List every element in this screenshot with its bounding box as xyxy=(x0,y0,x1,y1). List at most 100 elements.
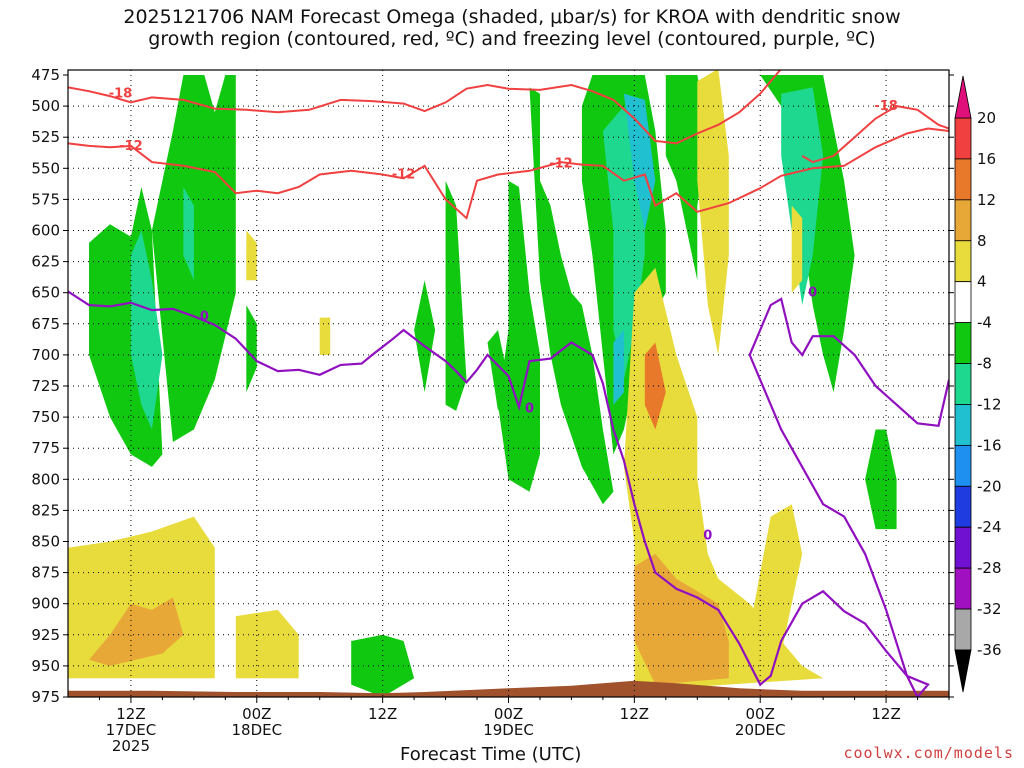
colorbar-label-9: -20 xyxy=(977,477,1002,495)
omega-region-24 xyxy=(644,342,666,430)
freezing-label-3: 0 xyxy=(808,286,817,301)
colorbar-top-arrow xyxy=(954,75,972,119)
omega-region-17 xyxy=(781,87,824,306)
y-tick-label-625: 625 xyxy=(31,253,60,271)
terrain-fill xyxy=(68,680,949,697)
y-tick-label-500: 500 xyxy=(31,97,60,115)
colorbar-bin-7 xyxy=(954,404,972,446)
colorbar-label-8: -16 xyxy=(977,436,1002,454)
y-tick-label-900: 900 xyxy=(31,595,60,613)
omega-region-9 xyxy=(529,87,614,505)
x-tick-label-60-0: 12Z xyxy=(620,705,649,723)
freezing-label-0: 0 xyxy=(200,309,209,324)
omega-shading-layer xyxy=(68,70,897,697)
y-tick-label-725: 725 xyxy=(31,377,60,395)
colorbar-bin-9 xyxy=(954,485,972,528)
colorbar-bin-2 xyxy=(954,199,972,242)
freezing-label-1: 0 xyxy=(525,401,534,416)
y-tick-label-575: 575 xyxy=(31,190,60,208)
title-line-1: 2025121706 NAM Forecast Omega (shaded, μ… xyxy=(123,6,901,28)
x-tick-label-84-0: 12Z xyxy=(871,705,900,723)
omega-region-4 xyxy=(246,305,257,393)
x-tick-label-48-0: 00Z xyxy=(494,705,523,723)
colorbar-label-6: -8 xyxy=(977,355,992,373)
x-tick-label-48-1: 19DEC xyxy=(483,721,534,739)
omega-region-6 xyxy=(445,180,467,411)
omega-region-29 xyxy=(319,317,331,355)
omega-region-25 xyxy=(697,70,729,355)
colorbar-label-11: -28 xyxy=(977,559,1002,577)
colorbar-label-12: -32 xyxy=(977,600,1002,618)
terrain-layer xyxy=(68,680,949,697)
colorbar-label-4: 4 xyxy=(977,273,987,291)
colorbar-label-0: 20 xyxy=(977,109,996,127)
x-tick-label-36-0: 12Z xyxy=(368,705,397,723)
colorbar-label-5: -4 xyxy=(977,314,992,332)
colorbar: 20 16 12 8 4 -4 -8 -12 -16 -20 -24 -28 -32 -36 xyxy=(954,75,1002,693)
y-tick-label-825: 825 xyxy=(31,501,60,519)
omega-region-21 xyxy=(235,609,299,679)
colorbar-label-2: 12 xyxy=(977,191,996,209)
dgz-label-0: -18 xyxy=(109,87,133,102)
omega-region-28 xyxy=(246,230,257,281)
dgz-label-1: -18 xyxy=(874,99,898,114)
dgz-contour-0 xyxy=(68,70,782,145)
colorbar-bin-4 xyxy=(954,281,972,324)
y-tick-label-800: 800 xyxy=(31,470,60,488)
y-tick-label-700: 700 xyxy=(31,346,60,364)
colorbar-bin-3 xyxy=(954,240,972,283)
x-tick-label-24-0: 00Z xyxy=(242,705,271,723)
omega-region-14 xyxy=(613,330,624,405)
colorbar-label-3: 8 xyxy=(977,232,987,250)
chart-title: 2025121706 NAM Forecast Omega (shaded, μ… xyxy=(0,6,1024,50)
y-tick-label-650: 650 xyxy=(31,284,60,302)
x-tick-label-12-1: 17DEC xyxy=(106,721,157,739)
colorbar-label-7: -12 xyxy=(977,395,1002,413)
colorbar-bin-10 xyxy=(954,526,972,569)
dgz-extra-label-1: -12 xyxy=(549,156,573,171)
omega-region-16 xyxy=(865,429,897,530)
credit-text: coolwx.com/models xyxy=(843,744,1014,762)
omega-region-8 xyxy=(498,180,540,492)
colorbar-bin-5 xyxy=(954,322,972,364)
freezing-label-2: 0 xyxy=(703,528,712,543)
x-tick-label-72-1: 20DEC xyxy=(735,721,786,739)
omega-region-23 xyxy=(634,553,729,685)
x-tick-label-24-1: 18DEC xyxy=(231,721,282,739)
y-tick-label-600: 600 xyxy=(31,222,60,240)
colorbar-label-1: 16 xyxy=(977,150,996,168)
omega-region-27 xyxy=(749,504,803,666)
freezing-level-contour xyxy=(68,290,949,697)
omega-region-5 xyxy=(414,280,436,393)
dgz-contour-1 xyxy=(801,105,949,164)
y-tick-label-525: 525 xyxy=(31,128,60,146)
omega-region-2 xyxy=(130,230,163,430)
x-tick-label-12-2: 2025 xyxy=(112,737,150,755)
omega-region-3 xyxy=(183,187,194,281)
y-tick-label-775: 775 xyxy=(31,439,60,457)
contour-layer: -18 -18 -12 -12 -12 0 0 0 0 xyxy=(68,70,949,697)
omega-region-20 xyxy=(89,597,184,666)
title-line-2: growth region (contoured, red, ºC) and f… xyxy=(148,28,876,50)
colorbar-bin-12 xyxy=(954,608,972,651)
y-tick-label-550: 550 xyxy=(31,159,60,177)
y-tick-label-950: 950 xyxy=(31,657,60,675)
y-tick-label-675: 675 xyxy=(31,315,60,333)
y-tick-label-875: 875 xyxy=(31,564,60,582)
colorbar-bottom-arrow xyxy=(954,649,972,693)
grid-layer xyxy=(68,70,949,697)
x-tick-label-72-0: 00Z xyxy=(746,705,775,723)
y-tick-label-925: 925 xyxy=(31,626,60,644)
y-tick-label-475: 475 xyxy=(31,66,60,84)
colorbar-bin-1 xyxy=(954,158,972,201)
y-tick-label-750: 750 xyxy=(31,408,60,426)
dgz-label-2: -12 xyxy=(119,139,143,154)
colorbar-bin-8 xyxy=(954,444,972,487)
x-axis-label: Forecast Time (UTC) xyxy=(400,744,582,765)
colorbar-bin-11 xyxy=(954,567,972,610)
dgz-extra-label-0: -12 xyxy=(392,168,416,183)
x-tick-label-12-0: 12Z xyxy=(116,705,145,723)
y-tick-label-975: 975 xyxy=(31,688,60,706)
